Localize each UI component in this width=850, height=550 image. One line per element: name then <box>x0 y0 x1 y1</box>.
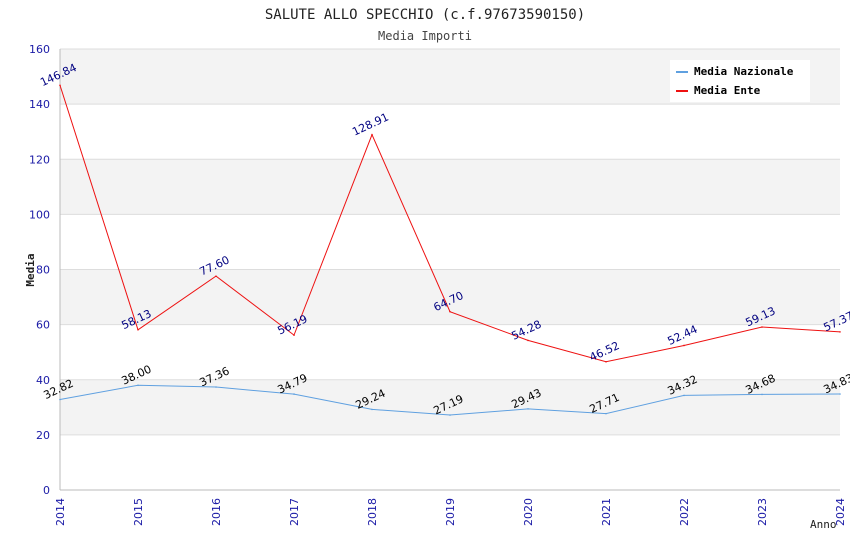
chart-subtitle: Media Importi <box>378 29 472 43</box>
y-tick-label: 140 <box>29 98 50 111</box>
data-point <box>761 393 763 396</box>
data-point <box>839 331 841 333</box>
data-point <box>371 408 373 411</box>
x-axis-label: Anno <box>810 518 837 531</box>
y-tick-label: 20 <box>36 429 50 442</box>
y-tick-label: 120 <box>29 153 50 166</box>
grid-band <box>60 159 840 215</box>
data-point <box>371 133 373 136</box>
data-point <box>605 412 607 415</box>
y-tick-label: 160 <box>29 43 50 56</box>
data-point <box>683 344 685 347</box>
x-tick-label: 2016 <box>210 498 223 526</box>
legend-box <box>670 60 810 102</box>
data-point <box>59 84 61 87</box>
data-point <box>605 360 607 363</box>
chart-title: SALUTE ALLO SPECCHIO (c.f.97673590150) <box>265 7 585 23</box>
data-point <box>527 339 529 342</box>
x-tick-label: 2015 <box>132 498 145 526</box>
data-point <box>59 398 61 401</box>
x-tick-label: 2017 <box>288 498 301 526</box>
x-tick-label: 2018 <box>366 498 379 526</box>
y-tick-label: 60 <box>36 319 50 332</box>
grid-band <box>60 214 840 270</box>
data-point <box>839 393 841 395</box>
y-tick-label: 40 <box>36 374 50 387</box>
grid-band <box>60 104 840 160</box>
legend-label-nazionale: Media Nazionale <box>694 65 794 78</box>
x-tick-label: 2023 <box>756 498 769 526</box>
x-tick-label: 2021 <box>600 498 613 526</box>
series-group <box>59 84 841 416</box>
grid-band <box>60 434 840 490</box>
grid-band <box>60 269 840 325</box>
y-tick-label: 80 <box>36 264 50 277</box>
x-tick-label: 2022 <box>678 498 691 526</box>
grid-bands <box>60 49 840 490</box>
x-tick-label: 2014 <box>54 498 67 526</box>
legend: Media Nazionale Media Ente <box>670 60 810 102</box>
data-point <box>215 386 217 388</box>
y-tick-label: 100 <box>29 208 50 221</box>
data-point <box>449 310 451 313</box>
data-point <box>761 326 763 328</box>
x-tick-label: 2020 <box>522 498 535 526</box>
x-tick-label: 2019 <box>444 498 457 526</box>
data-point <box>293 334 295 336</box>
y-axis-label: Media <box>24 253 37 286</box>
x-tick-labels: 2014 2015 2016 2017 2018 2019 2020 2021 2022 2023… <box>54 498 847 526</box>
grid-band <box>60 324 840 380</box>
y-tick-label: 0 <box>43 484 50 497</box>
data-point <box>449 414 451 416</box>
data-point <box>293 393 295 395</box>
data-point <box>527 408 529 410</box>
data-point <box>683 394 685 397</box>
data-point <box>137 328 139 331</box>
data-point <box>215 275 217 277</box>
legend-label-ente: Media Ente <box>694 84 761 97</box>
data-point <box>137 384 139 387</box>
grid-band <box>60 379 840 435</box>
y-tick-labels: 0 20 40 60 80 100 120 140 160 <box>29 43 50 497</box>
x-tick-label: 2024 <box>834 498 847 526</box>
